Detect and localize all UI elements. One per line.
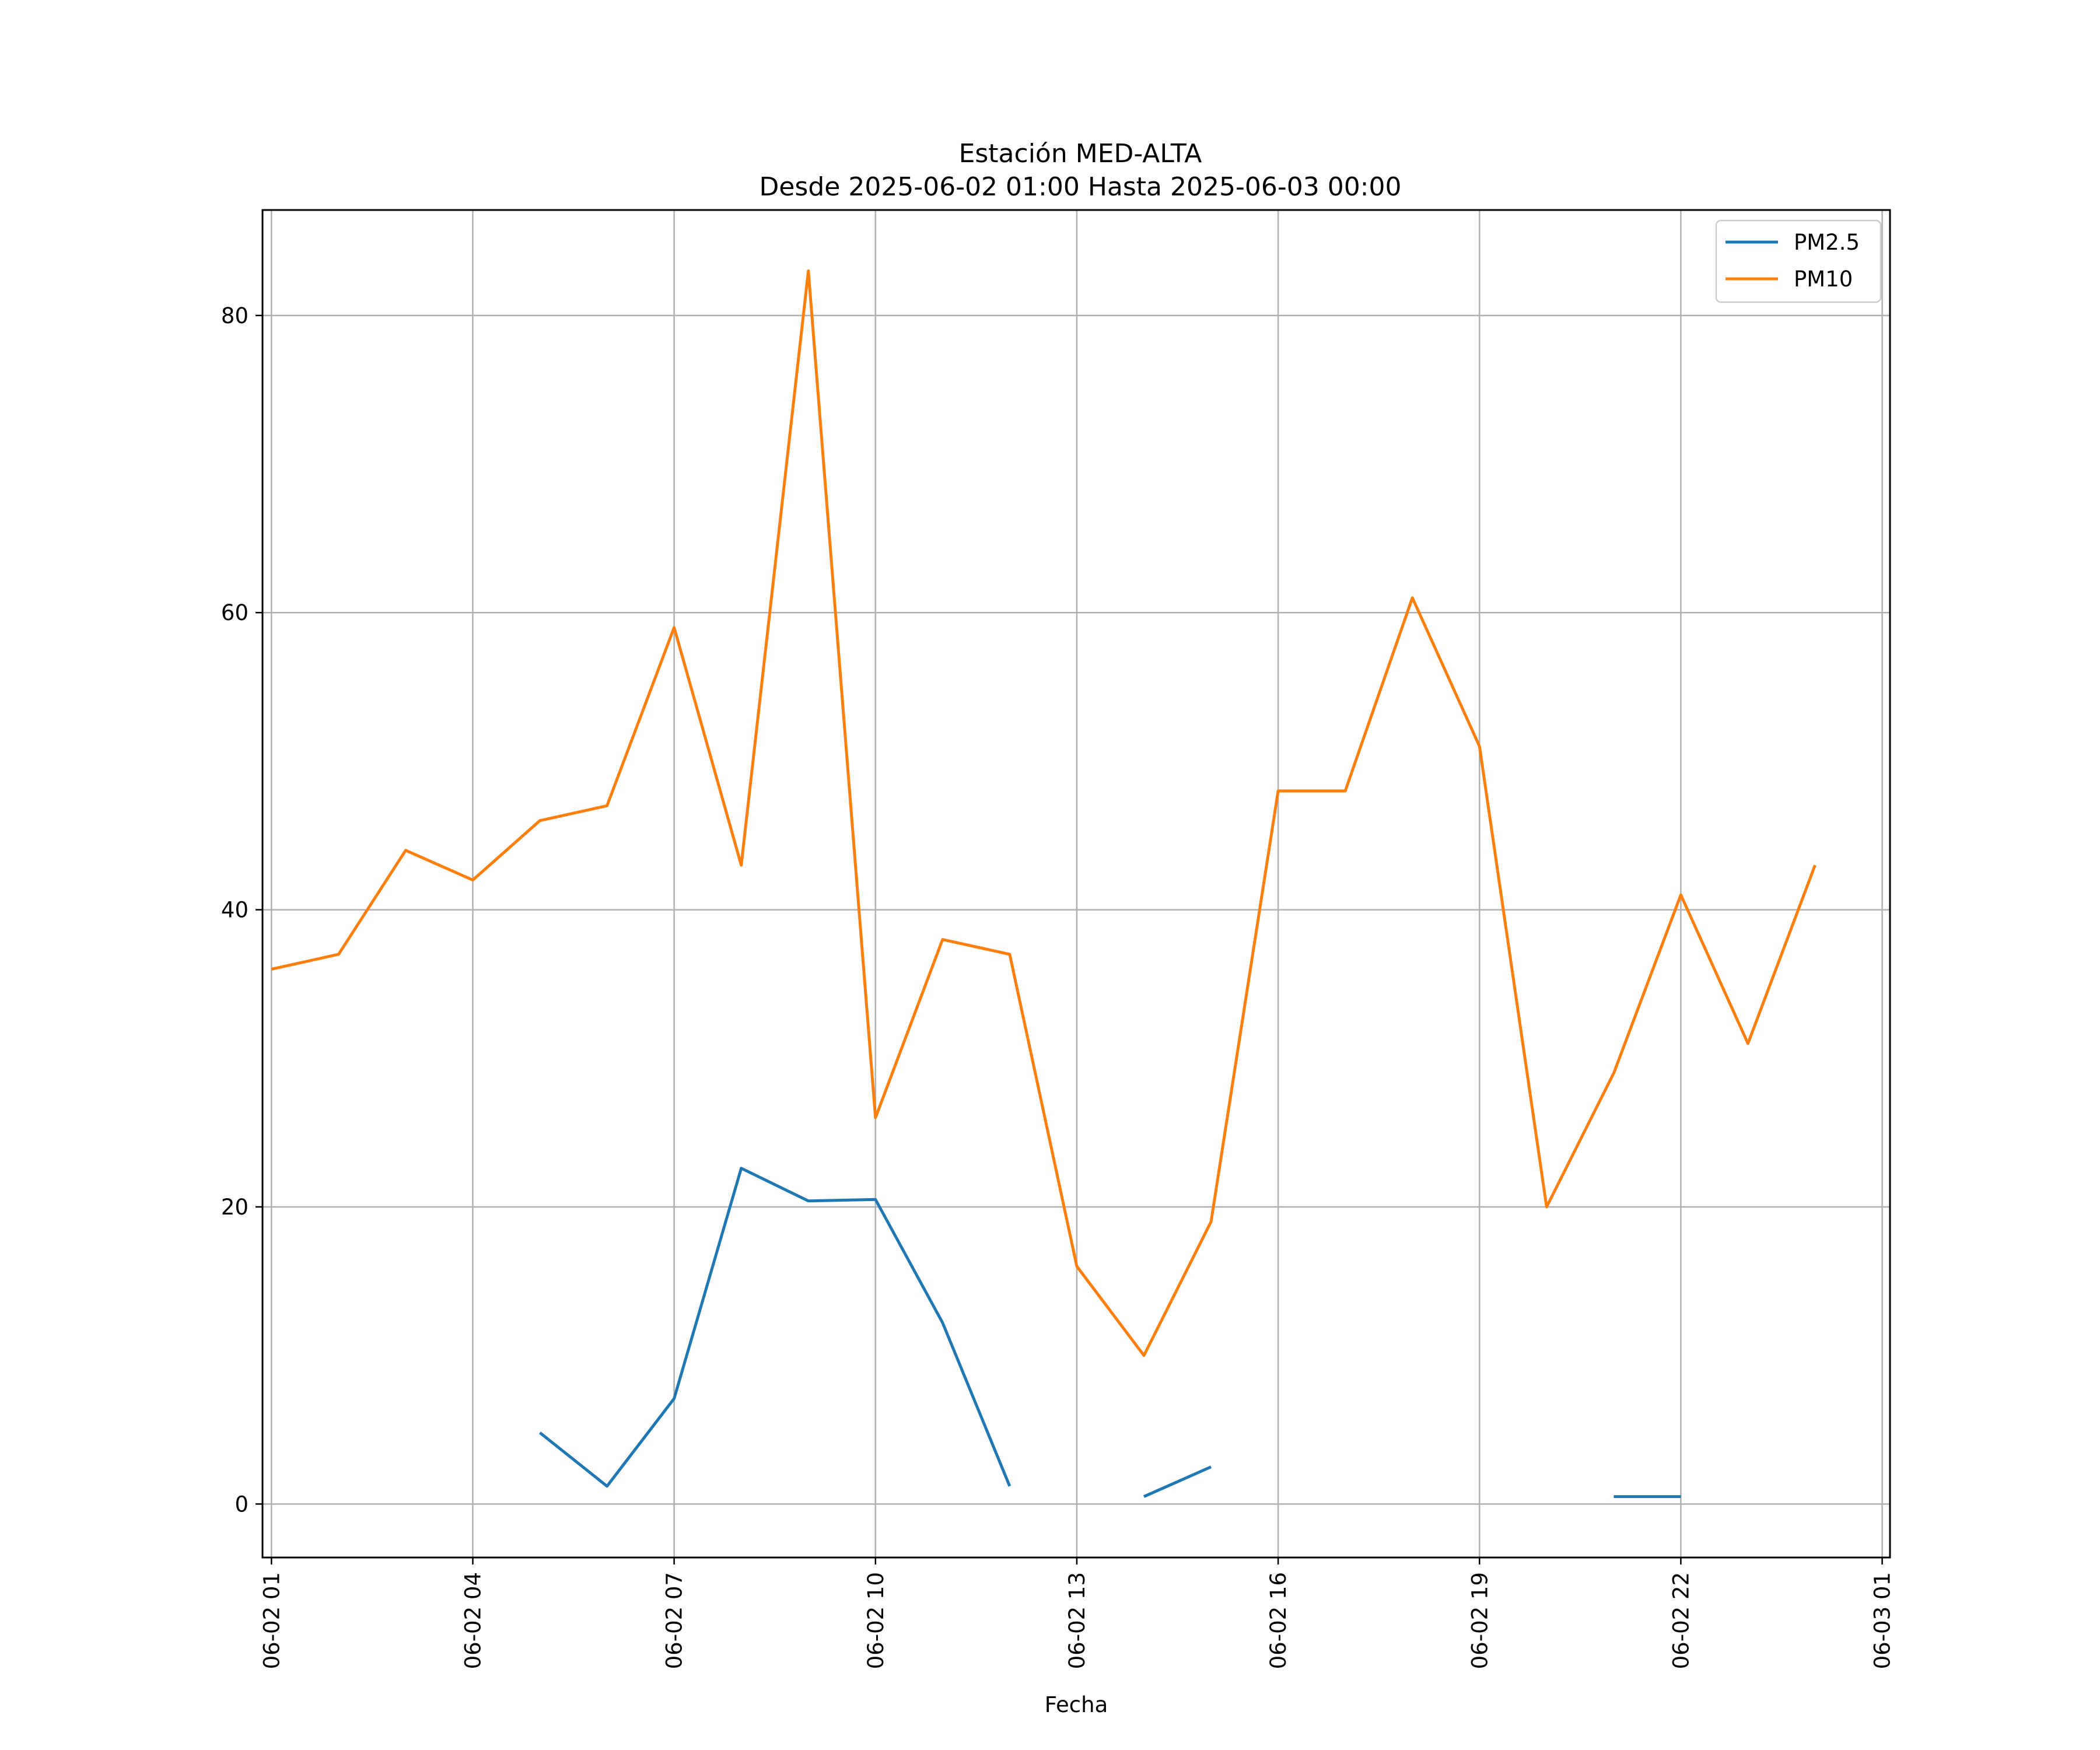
y-tick-label: 0 (235, 1492, 249, 1517)
chart-subtitle: Desde 2025-06-02 01:00 Hasta 2025-06-03 … (759, 172, 1401, 202)
x-tick-label: 06-02 13 (1065, 1572, 1090, 1669)
series-line-pm10 (271, 269, 1817, 1357)
x-tick-label: 06-02 07 (662, 1572, 687, 1669)
y-tick-label: 80 (221, 303, 249, 328)
x-tick-label: 06-02 16 (1266, 1572, 1291, 1669)
grid (262, 210, 1890, 1558)
x-tick-label: 06-02 10 (863, 1572, 888, 1669)
y-tick-label: 20 (221, 1195, 249, 1220)
series-layer (271, 269, 1817, 1499)
x-tick-label: 06-02 01 (259, 1572, 284, 1669)
x-tick-label: 06-03 01 (1870, 1572, 1895, 1669)
chart-title: Estación MED-ALTA (959, 139, 1202, 169)
series-pm10 (271, 269, 1817, 1357)
x-axis-label: Fecha (1045, 1692, 1108, 1717)
x-tick-label: 06-02 22 (1668, 1572, 1693, 1669)
y-axis: 0 20 40 60 80 (221, 303, 262, 1517)
x-axis: 06-02 01 06-02 04 06-02 07 06-02 10 06-02 13… (259, 1558, 1895, 1669)
x-tick-label: 06-02 04 (460, 1572, 485, 1669)
legend-label-pm25: PM2.5 (1794, 230, 1860, 255)
legend: PM2.5 PM10 (1715, 219, 1882, 303)
x-tick-label: 06-02 19 (1467, 1572, 1492, 1669)
series-line-pm25 (1143, 1465, 1212, 1498)
series-pm25 (538, 1167, 1681, 1499)
series-line-pm25 (538, 1167, 1012, 1488)
y-tick-label: 60 (221, 600, 249, 625)
y-tick-label: 40 (221, 898, 249, 923)
legend-label-pm10: PM10 (1794, 267, 1853, 292)
